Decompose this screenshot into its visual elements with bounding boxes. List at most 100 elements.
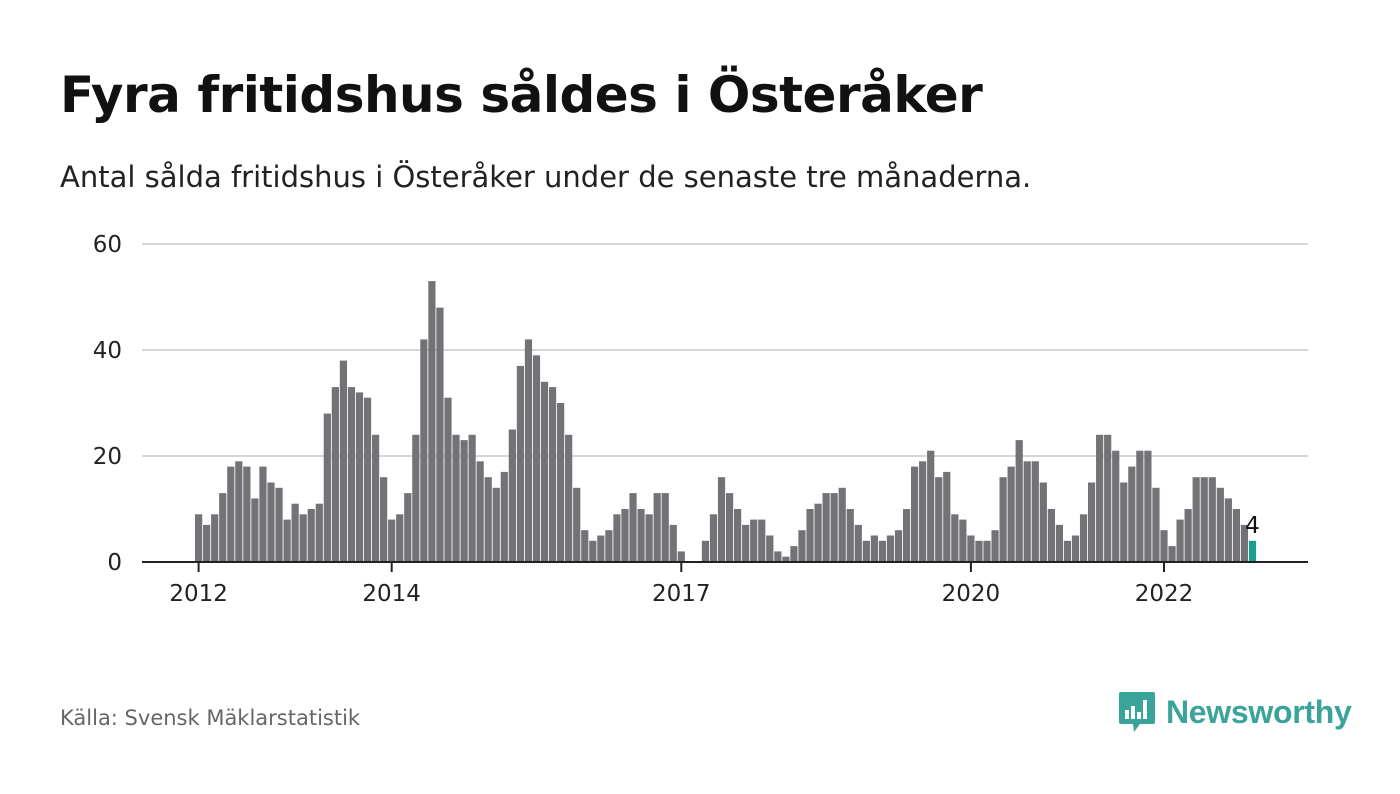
bar bbox=[822, 493, 830, 562]
bar bbox=[275, 487, 283, 562]
bar bbox=[613, 514, 621, 562]
bar bbox=[203, 524, 211, 562]
bar bbox=[1224, 498, 1232, 562]
x-tick-label: 2014 bbox=[362, 581, 421, 607]
newsworthy-logo-icon bbox=[1119, 692, 1155, 732]
bar bbox=[621, 509, 629, 562]
bar bbox=[1096, 434, 1104, 562]
bar bbox=[1136, 450, 1144, 562]
bar bbox=[1071, 535, 1080, 562]
bar bbox=[251, 498, 259, 562]
bar bbox=[782, 556, 790, 562]
bar bbox=[315, 503, 323, 562]
data-labels: 4 bbox=[1245, 513, 1260, 539]
bar bbox=[484, 477, 492, 562]
bar bbox=[283, 519, 291, 562]
bar bbox=[1232, 509, 1241, 562]
bar bbox=[1087, 482, 1096, 562]
bar bbox=[677, 551, 685, 562]
bar bbox=[894, 530, 903, 562]
bar bbox=[967, 535, 975, 562]
bar bbox=[267, 482, 275, 562]
bar bbox=[637, 509, 645, 562]
bar bbox=[420, 339, 428, 562]
bar bbox=[862, 540, 870, 562]
bar bbox=[243, 466, 251, 562]
bar bbox=[766, 535, 774, 562]
bar bbox=[1168, 546, 1176, 562]
bar bbox=[195, 514, 203, 562]
bar bbox=[854, 524, 862, 562]
bar bbox=[1176, 519, 1184, 562]
bar bbox=[460, 440, 468, 562]
bar bbox=[436, 307, 444, 562]
bar bbox=[1216, 487, 1224, 562]
bar-chart: 0 20 40 60 2012 2014 2017 2020 2022 4 bbox=[93, 232, 1308, 607]
bar bbox=[959, 519, 967, 562]
bar bbox=[1063, 540, 1072, 562]
bar bbox=[701, 540, 710, 562]
bar bbox=[516, 365, 524, 562]
bar bbox=[371, 434, 380, 562]
y-tick-label: 0 bbox=[107, 550, 122, 576]
bar bbox=[355, 392, 364, 562]
bar bbox=[830, 493, 838, 562]
bar bbox=[750, 519, 758, 562]
bar bbox=[1104, 434, 1112, 562]
bar bbox=[211, 514, 219, 562]
bar bbox=[532, 355, 541, 562]
bar bbox=[589, 540, 597, 562]
bar bbox=[1152, 487, 1160, 562]
bar bbox=[331, 387, 339, 562]
bar bbox=[444, 397, 452, 562]
bar bbox=[1112, 450, 1120, 562]
bar bbox=[347, 387, 356, 562]
bar bbox=[299, 514, 307, 562]
bar bbox=[790, 546, 798, 562]
bar bbox=[259, 466, 267, 562]
bar bbox=[798, 530, 806, 562]
bar bbox=[717, 477, 726, 562]
brand-name: Newsworthy bbox=[1166, 693, 1352, 730]
bar bbox=[919, 461, 927, 562]
bar bbox=[1007, 466, 1015, 562]
bar bbox=[428, 281, 436, 562]
bar bbox=[565, 434, 573, 562]
bar bbox=[524, 339, 533, 562]
x-tick-label: 2020 bbox=[942, 581, 1001, 607]
bar bbox=[557, 403, 565, 562]
bar bbox=[669, 524, 677, 562]
gridlines bbox=[142, 243, 1308, 457]
bar bbox=[838, 487, 846, 562]
bar bbox=[1023, 461, 1031, 562]
bar bbox=[307, 509, 315, 562]
bar bbox=[1144, 450, 1152, 562]
bar bbox=[814, 503, 822, 562]
bar bbox=[219, 493, 227, 562]
bar bbox=[396, 514, 404, 562]
bar bbox=[645, 514, 653, 562]
bar bbox=[975, 540, 983, 562]
bar bbox=[1128, 466, 1136, 562]
bar bbox=[1039, 482, 1047, 562]
bar-highlight bbox=[1248, 540, 1257, 562]
bar bbox=[540, 381, 549, 562]
bar bbox=[548, 387, 557, 562]
bar bbox=[983, 540, 991, 562]
bar bbox=[1079, 514, 1088, 562]
bar bbox=[508, 429, 516, 562]
x-axis-ticks: 2012 2014 2017 2020 2022 bbox=[169, 562, 1193, 607]
bar bbox=[380, 477, 388, 562]
bar bbox=[227, 466, 235, 562]
bar bbox=[492, 487, 500, 562]
bar bbox=[774, 551, 782, 562]
bar bbox=[951, 514, 959, 562]
y-tick-label: 40 bbox=[93, 338, 122, 364]
bar bbox=[927, 450, 935, 562]
bar bbox=[629, 493, 637, 562]
bar bbox=[1208, 477, 1216, 562]
bar bbox=[339, 360, 348, 562]
brand-logo[interactable]: Newsworthy bbox=[1118, 690, 1352, 734]
y-axis-ticks: 0 20 40 60 bbox=[93, 232, 122, 576]
bar bbox=[235, 461, 243, 562]
